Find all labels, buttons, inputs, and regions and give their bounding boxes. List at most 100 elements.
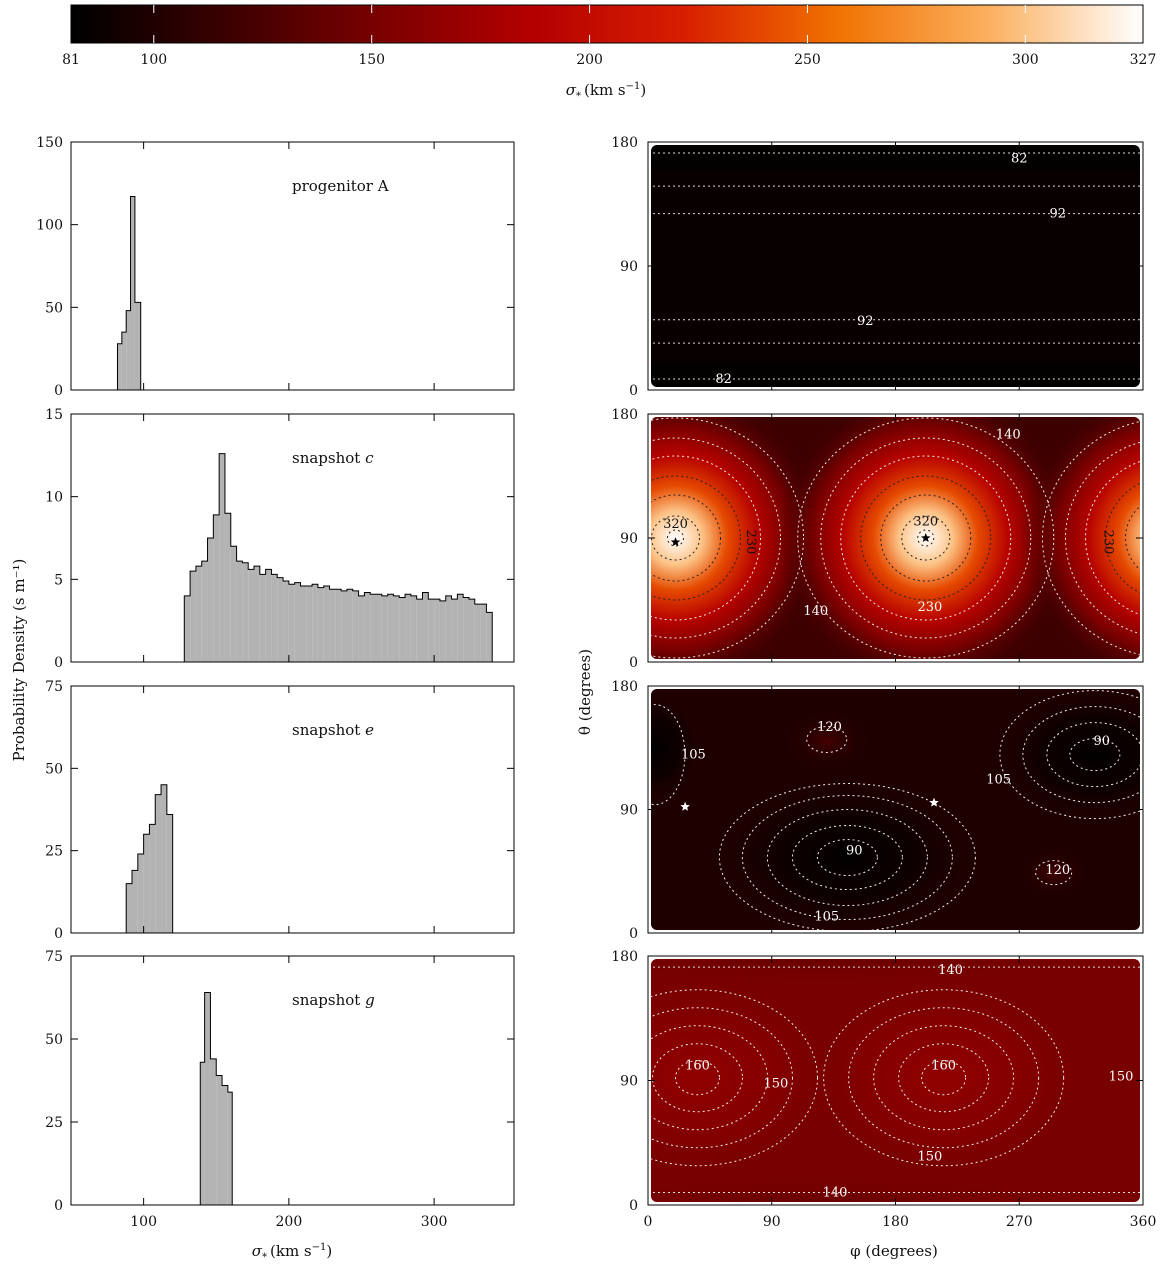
histogram-bar xyxy=(204,992,211,1205)
histogram-bar xyxy=(346,589,353,662)
histogram-bar xyxy=(376,594,382,662)
histogram-bar xyxy=(445,595,452,662)
histogram-bar xyxy=(352,590,359,662)
skymap-panel: 140 160 150 160 150 150 140 0 90 180 0 90 180 270 360 xyxy=(611,949,1156,1230)
histogram-bar xyxy=(486,612,493,662)
colorbar-tick-label: 327 xyxy=(1130,52,1157,68)
contour-line xyxy=(873,1025,1015,1131)
skymap-cool-band xyxy=(651,959,1120,989)
histogram-bar xyxy=(195,566,202,662)
y-tick-label: 150 xyxy=(36,135,63,151)
contour-label: 92 xyxy=(1049,207,1066,222)
y-tick-label: 50 xyxy=(45,1032,63,1048)
left-xlabel: σ* (km s−1) xyxy=(252,1242,333,1263)
histogram-panel: 0 25 50 75 snapshot e xyxy=(45,679,515,942)
skymap-cold-region xyxy=(651,689,705,808)
contour-label: 150 xyxy=(763,1076,788,1091)
histogram-bar xyxy=(416,599,423,662)
contour-label: 230 xyxy=(917,600,942,615)
histogram-bar xyxy=(121,332,127,390)
contour-label: 320 xyxy=(913,514,938,529)
y-tick-label: 75 xyxy=(45,949,63,965)
histogram-bar xyxy=(283,580,289,662)
skymap-panel: 140 320 230 320 230 230 140 0 90 180 xyxy=(611,407,1171,671)
contour-line xyxy=(651,437,781,639)
histogram-bar xyxy=(317,587,324,662)
histogram-bar xyxy=(434,599,440,662)
contour-line xyxy=(1035,860,1073,886)
panel-annotation: snapshot c xyxy=(292,449,374,467)
y-tick-label: 0 xyxy=(54,1198,63,1214)
histogram-bar xyxy=(463,597,469,662)
histogram-bar xyxy=(236,561,243,662)
histogram-bar xyxy=(227,1092,233,1205)
histogram-bar xyxy=(190,571,196,662)
histogram-bar xyxy=(259,574,266,662)
y-tick-label: 90 xyxy=(620,531,638,547)
contour-line xyxy=(766,809,928,907)
panel-annotation: snapshot g xyxy=(292,991,375,1009)
contour-line xyxy=(901,515,951,561)
left-ylabel: Probability Density (s m⁻¹) xyxy=(10,559,28,762)
y-tick-label: 10 xyxy=(45,490,63,506)
skymap-cold-region xyxy=(707,772,988,930)
y-tick-label: 0 xyxy=(54,926,63,942)
histogram-outline xyxy=(125,784,174,933)
contour-line xyxy=(1069,738,1121,772)
colorbar-gradient xyxy=(70,4,1144,44)
y-tick-label: 0 xyxy=(629,926,638,942)
histogram-bar xyxy=(149,824,156,933)
contour-label: 105 xyxy=(814,910,839,925)
peak-star-marker xyxy=(920,533,931,543)
contour-label: 320 xyxy=(663,517,688,532)
histogram-bar xyxy=(248,569,255,662)
histogram-bar xyxy=(410,595,417,662)
histogram-panel: 0 50 100 150 progenitor A xyxy=(36,135,515,399)
histogram-bar xyxy=(210,1058,217,1205)
contour-line xyxy=(651,989,818,1167)
panel-annotation: snapshot e xyxy=(292,721,374,739)
right-ylabel: θ (degrees) xyxy=(576,649,594,735)
x-tick-label: 0 xyxy=(644,1214,653,1230)
skymap-warm-region xyxy=(781,710,872,771)
histogram-bar xyxy=(143,834,150,933)
skymap-field xyxy=(651,689,1140,930)
contour-line xyxy=(651,1007,793,1149)
contour-label: 105 xyxy=(986,772,1011,787)
histogram-panel: 0 25 50 75 100 200 300 snapshot g xyxy=(45,949,515,1230)
y-tick-label: 5 xyxy=(54,572,63,588)
histogram-bar xyxy=(370,594,377,662)
histogram-bar xyxy=(230,546,237,662)
y-tick-label: 0 xyxy=(629,1198,638,1214)
histogram-bar xyxy=(137,853,144,933)
histogram-bar xyxy=(213,514,220,662)
contour-line xyxy=(999,690,1140,820)
histogram-bar xyxy=(474,604,481,662)
contour-label: 140 xyxy=(803,604,828,619)
histogram-bar xyxy=(117,343,122,390)
histogram-panel: 0 5 10 15 snapshot c xyxy=(45,407,515,671)
contour-line xyxy=(741,795,953,921)
histogram-bar xyxy=(161,784,167,933)
y-tick-label: 180 xyxy=(611,949,638,965)
contour-line xyxy=(860,475,992,601)
skymap-field xyxy=(651,959,1140,1202)
peak-star-marker xyxy=(680,801,690,811)
histogram-bar xyxy=(387,594,394,662)
histogram-bar xyxy=(381,595,388,662)
y-tick-label: 0 xyxy=(54,383,63,399)
contour-line xyxy=(652,1043,743,1113)
contour-label: 160 xyxy=(931,1058,956,1073)
contour-line xyxy=(651,494,721,582)
contour-label: 230 xyxy=(1101,530,1116,555)
contour-line xyxy=(921,1060,967,1096)
panel-annotation: progenitor A xyxy=(292,177,389,195)
histogram-bar xyxy=(216,1075,223,1205)
histogram-bar xyxy=(271,574,278,662)
contour-line xyxy=(917,529,935,547)
contour-label: 90 xyxy=(846,844,863,859)
contour-line xyxy=(718,783,976,930)
histogram-bar xyxy=(480,604,487,662)
contour-line xyxy=(1147,516,1171,560)
skymap-warm-region xyxy=(793,967,1094,1188)
